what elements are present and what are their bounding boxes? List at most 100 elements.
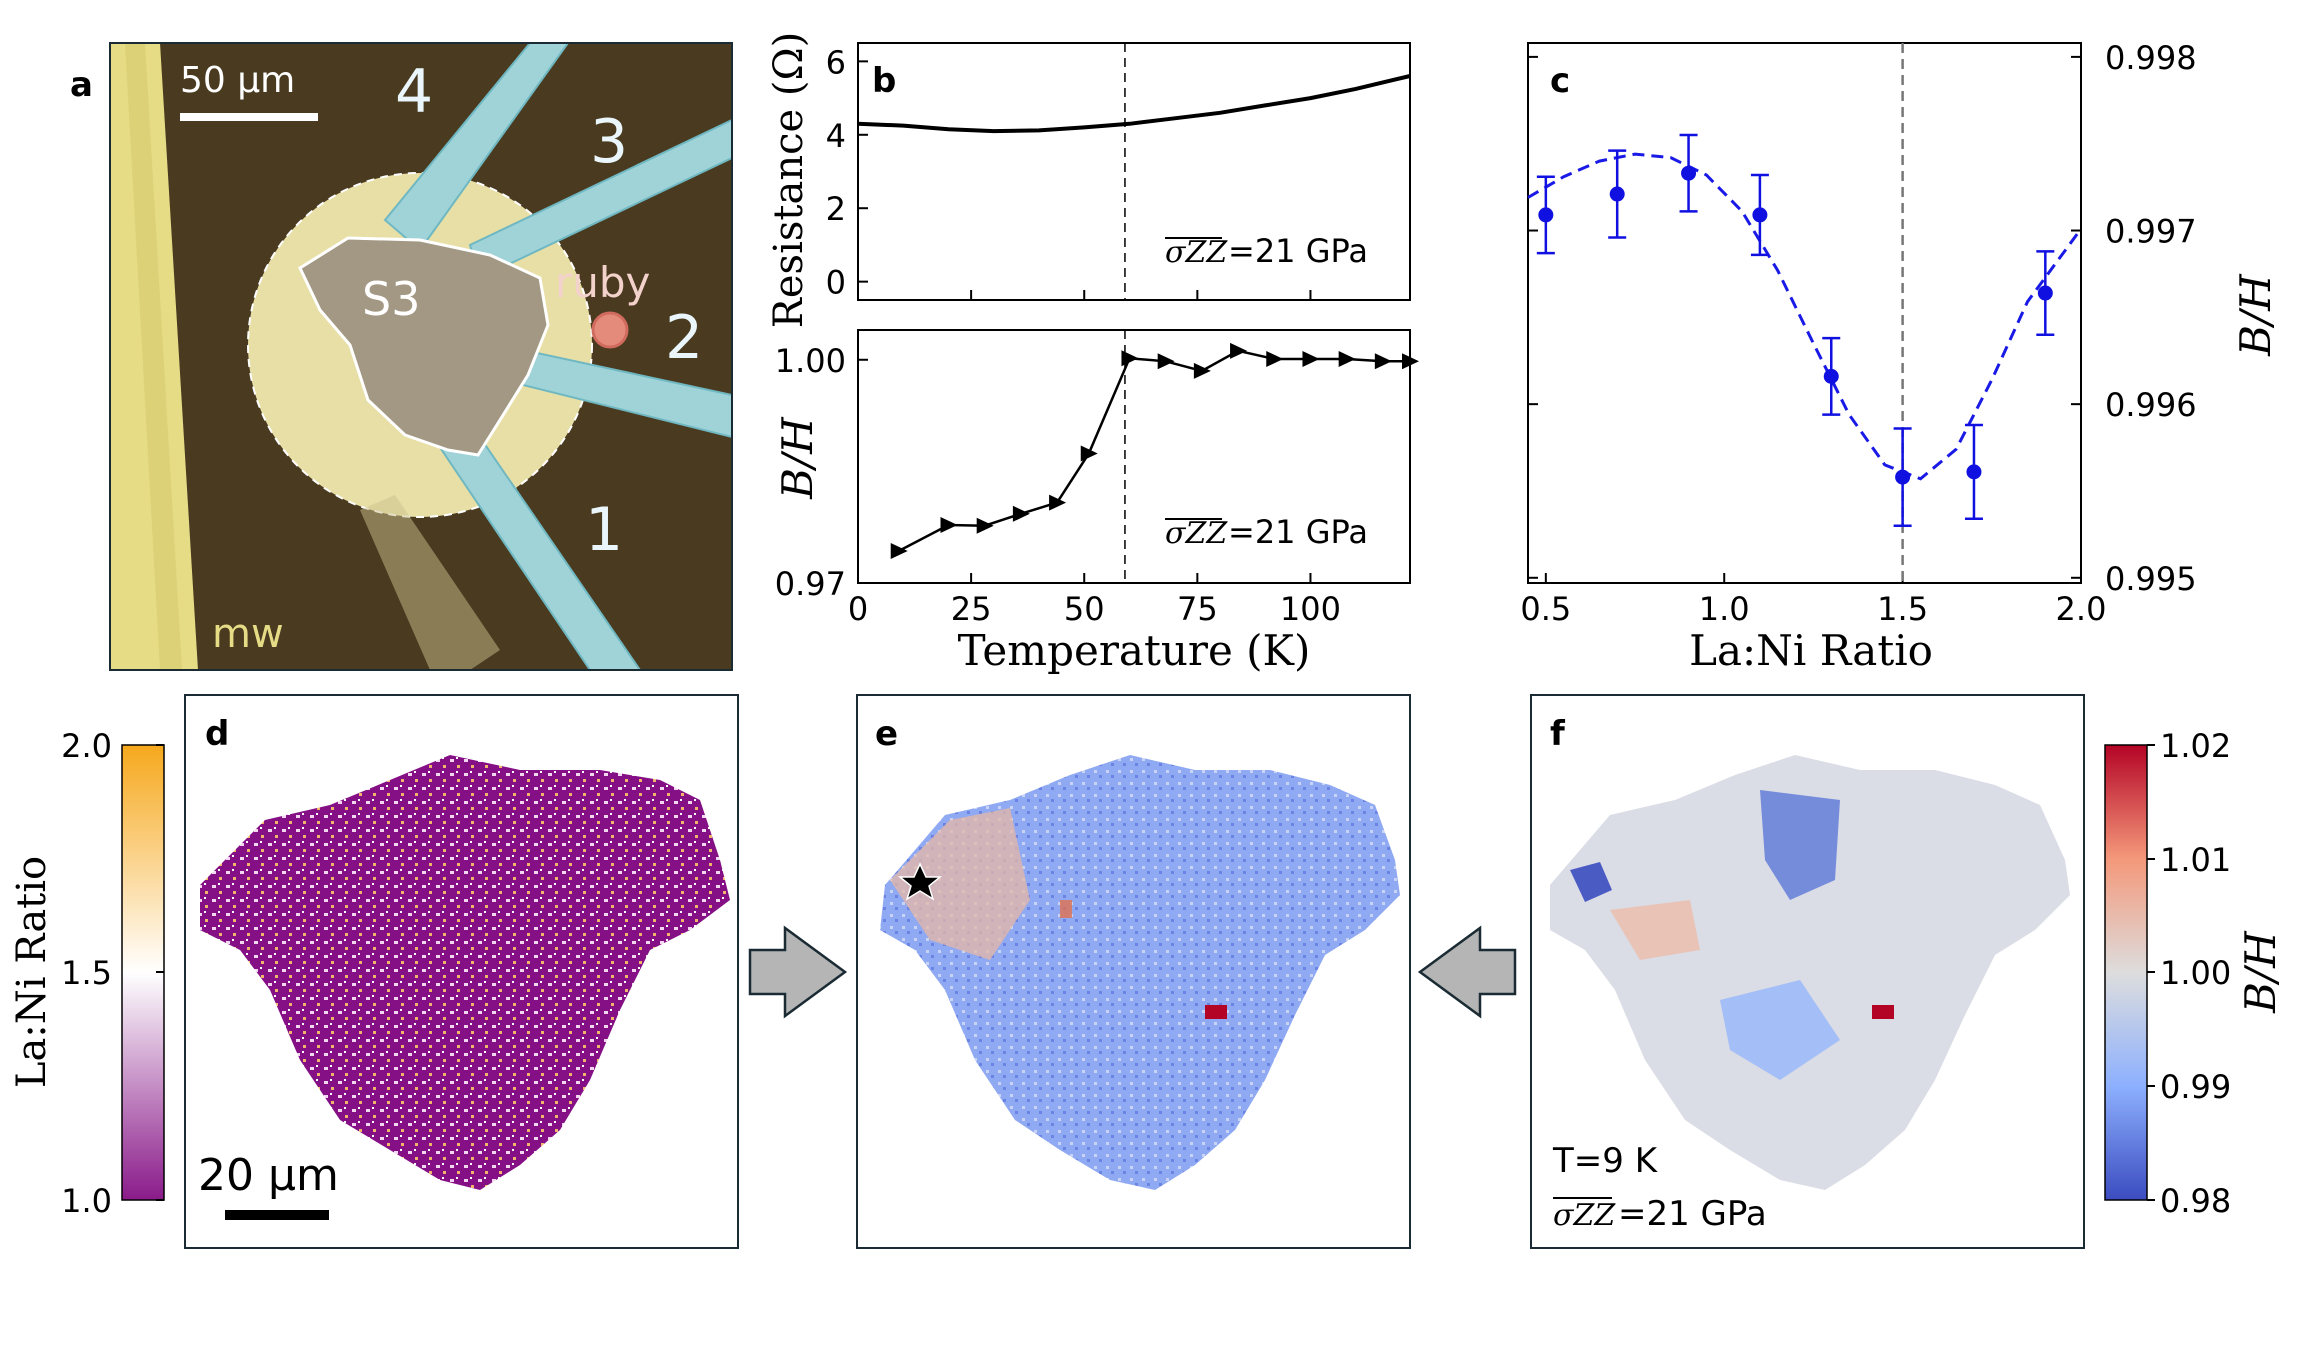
lani-map xyxy=(200,755,730,1190)
xlabel-lani: La:Ni Ratio xyxy=(1689,626,1933,675)
b-bottom-point xyxy=(940,516,958,533)
annotation-symbol-b-bottom: σZZ xyxy=(1165,516,1228,551)
b-bottom-xtick-label: 75 xyxy=(1177,590,1218,628)
scale-bar-a xyxy=(180,113,318,121)
c-point xyxy=(2037,285,2053,301)
b-bottom-point xyxy=(1012,505,1030,522)
c-ytick-label: 0.997 xyxy=(2105,213,2197,251)
ylabel-resistance: Resistance (Ω) xyxy=(766,32,812,328)
colorbar-bh-tick-4: 0.98 xyxy=(2160,1182,2231,1220)
ruby-label: ruby xyxy=(555,258,650,307)
annotation-b-top: =21 GPa xyxy=(1228,232,1368,270)
c-point xyxy=(1966,464,1982,480)
b-bottom-point xyxy=(1121,350,1139,367)
colorbar-lani: 2.0 1.5 1.0 La:Ni Ratio xyxy=(9,727,165,1220)
ylabel-bh-c: B/H xyxy=(2231,273,2280,357)
colorbar-bh-tick-0: 1.02 xyxy=(2160,727,2231,765)
stress-note-f: =21 GPa xyxy=(1618,1194,1767,1234)
b-top-ytick-label: 6 xyxy=(826,43,846,81)
star-marker xyxy=(897,862,943,901)
colorbar-bh-tick-1: 1.01 xyxy=(2160,841,2231,879)
xlabel-temperature: Temperature (K) xyxy=(958,626,1311,675)
ruby xyxy=(591,311,629,349)
c-xtick-label: 0.5 xyxy=(1520,590,1571,628)
b-bottom-xtick-label: 25 xyxy=(951,590,992,628)
panel-e: e xyxy=(856,694,1411,1249)
b-bottom-point xyxy=(1230,342,1248,359)
c-point xyxy=(1538,207,1554,223)
colorbar-bh-tick-2: 1.00 xyxy=(2160,954,2231,992)
b-bottom-ytick-label: 1.00 xyxy=(775,342,846,380)
b-bottom-point xyxy=(1338,351,1356,368)
panel-f: f T=9 K σZZ =21 GPa xyxy=(1530,694,2085,1249)
panel-label-d: d xyxy=(205,714,229,754)
scale-bar-label-a: 50 µm xyxy=(180,60,295,101)
lead-label-3: 3 xyxy=(590,107,628,177)
colorbar-bh: 1.02 1.01 1.00 0.99 0.98 B/H xyxy=(2104,727,2285,1220)
panel-label-f: f xyxy=(1550,714,1566,754)
mw-label: mw xyxy=(212,611,284,657)
panel-d: d 20 µm xyxy=(184,694,739,1249)
annotation-b-bottom: =21 GPa xyxy=(1228,513,1368,551)
arrow-f-to-e xyxy=(1417,925,1517,1019)
annotation-symbol-b-top: σZZ xyxy=(1165,235,1228,270)
b-bottom-point xyxy=(1080,445,1098,462)
scale-bar-d xyxy=(225,1210,329,1220)
b-bottom-ytick-label: 0.97 xyxy=(775,565,846,603)
b-bottom-point xyxy=(1302,351,1320,368)
temperature-note: T=9 K xyxy=(1552,1141,1659,1181)
c-ytick-label: 0.995 xyxy=(2105,560,2197,598)
panel-label-b: b xyxy=(872,61,896,101)
b-top-ytick-label: 2 xyxy=(826,190,846,228)
c-point xyxy=(1681,165,1697,181)
panel-label-e: e xyxy=(875,714,898,754)
b-bottom-xtick-label: 100 xyxy=(1280,590,1341,628)
lead-label-1: 1 xyxy=(585,495,623,565)
colorbar-lani-tick-mid: 1.5 xyxy=(61,954,112,992)
panel-a xyxy=(110,43,732,670)
b-top-ytick-label: 4 xyxy=(826,117,846,155)
b-bottom-point xyxy=(1374,353,1392,370)
b-top-ytick-label: 0 xyxy=(826,264,846,302)
b-bottom-xtick-label: 0 xyxy=(848,590,868,628)
c-xtick-label: 1.0 xyxy=(1699,590,1750,628)
b-bottom-point xyxy=(1266,351,1284,368)
series-resistance xyxy=(857,74,1411,134)
chart-b-bottom: 0 25 50 75 100 0.97 1.00 σZZ =21 GPa B/H Tempe… xyxy=(773,329,1419,675)
lead-label-2: 2 xyxy=(665,303,703,373)
b-bottom-point xyxy=(1049,494,1067,511)
chart-b-top: 0 2 4 6 b σZZ =21 GPa Resistance (Ω) xyxy=(766,32,1411,328)
c-point xyxy=(1609,186,1625,202)
colorbar-lani-label: La:Ni Ratio xyxy=(9,856,55,1088)
arrow-d-to-e xyxy=(748,925,848,1019)
c-xtick-label: 1.5 xyxy=(1877,590,1928,628)
colorbar-bh-label: B/H xyxy=(2236,930,2285,1014)
b-bottom-point xyxy=(1402,353,1419,370)
scale-bar-label-d: 20 µm xyxy=(198,1150,339,1201)
b-bottom-point xyxy=(976,517,994,534)
c-point xyxy=(1752,207,1768,223)
stress-symbol-f: σZZ xyxy=(1553,1198,1616,1233)
b-bottom-xtick-label: 50 xyxy=(1064,590,1105,628)
b-bottom-point xyxy=(1193,362,1211,379)
colorbar-bh-tick-3: 0.99 xyxy=(2160,1068,2231,1106)
colorbar-lani-tick-min: 1.0 xyxy=(61,1182,112,1220)
colorbar-lani-tick-max: 2.0 xyxy=(61,727,112,765)
c-ytick-label: 0.998 xyxy=(2105,39,2197,77)
c-ytick-label: 0.996 xyxy=(2105,386,2197,424)
lead-label-4: 4 xyxy=(395,57,433,127)
fit-curve xyxy=(1527,152,2083,481)
panel-label-c: c xyxy=(1550,61,1570,101)
b-bottom-point xyxy=(1157,353,1175,370)
sample-s3 xyxy=(298,236,550,457)
panel-label-a: a xyxy=(70,65,93,105)
ylabel-bh-b: B/H xyxy=(773,416,822,500)
b-bottom-point xyxy=(890,543,908,560)
c-point xyxy=(1823,368,1839,384)
c-point xyxy=(1895,469,1911,485)
c-xtick-label: 2.0 xyxy=(2056,590,2107,628)
chart-c: 0.5 1.0 1.5 2.00.995 0.996 0.997 0.998 c La:Ni… xyxy=(1520,39,2280,675)
sample-label: S3 xyxy=(362,272,420,326)
bh-map-measured xyxy=(1550,755,2070,1190)
